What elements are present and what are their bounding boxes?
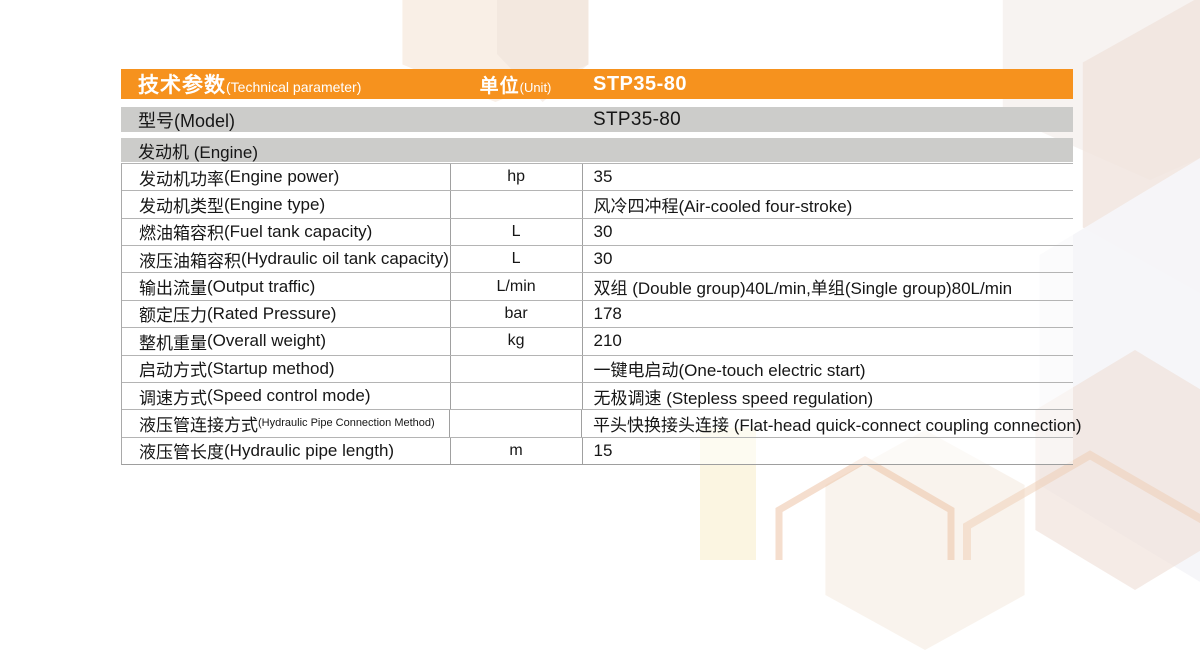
spec-row-value: 平头快换接头连接 (Flat-head quick-connect coupli… — [593, 415, 1082, 435]
spec-row-label: 调速方式 (Speed control mode) — [122, 383, 450, 409]
spec-row-label-en: (Output traffic) — [207, 276, 316, 296]
spec-row-value: 178 — [593, 303, 622, 323]
spec-row-label-en: (Speed control mode) — [207, 386, 371, 406]
page: { "colors": { "accent_orange": "#f6921e"… — [121, 0, 1200, 650]
spec-row-unit: hp — [449, 164, 583, 191]
spec-row-label: 燃油箱容积 (Fuel tank capacity) — [122, 219, 450, 245]
model-row: 型号(Model) STP35-80 — [121, 107, 1073, 132]
spec-row-label-zh: 启动方式 — [139, 361, 207, 381]
spec-row-label: 液压管连接方式 (Hydraulic Pipe Connection Metho… — [122, 410, 449, 436]
spec-row-label: 发动机功率 (Engine power) — [122, 164, 450, 190]
header-title-zh: 技术参数 — [138, 74, 226, 97]
spec-row: 整机重量 (Overall weight) kg 210 — [122, 328, 1073, 356]
spec-row-unit: L — [449, 218, 583, 246]
spec-row: 液压油箱容积 (Hydraulic oil tank capacity) L 30 — [122, 246, 1073, 274]
spec-row-label-en: (Startup method) — [207, 358, 335, 378]
spec-row-label-en: (Hydraulic pipe length) — [224, 440, 395, 460]
spec-row-unit — [449, 382, 583, 410]
header-unit: 单位 (Unit) — [449, 71, 582, 98]
spec-row-label: 整机重量 (Overall weight) — [122, 328, 450, 354]
header-unit-zh: 单位 — [479, 75, 520, 97]
spec-row-value: 一键电启动(One-touch electric start) — [593, 361, 866, 381]
spec-row-label-zh: 发动机类型 — [139, 197, 224, 217]
spec-row: 输出流量 (Output traffic) L/min 双组 (Double gro… — [122, 273, 1073, 301]
spec-row: 发动机类型 (Engine type) 风冷四冲程(Air-cooled four-… — [122, 191, 1073, 219]
spec-row-label-en: (Overall weight) — [207, 331, 327, 351]
spec-row-value: 15 — [593, 440, 613, 460]
spec-row-label-zh: 液压油箱容积 — [139, 251, 241, 271]
spec-row: 液压管连接方式 (Hydraulic Pipe Connection Metho… — [122, 410, 1082, 438]
spec-row-value: 30 — [593, 221, 613, 241]
spec-row-label-zh: 输出流量 — [139, 279, 207, 299]
engine-section-row: 发动机 (Engine) — [121, 138, 1073, 162]
spec-row-unit: kg — [449, 328, 583, 355]
spec-row-label: 启动方式 (Startup method) — [122, 356, 450, 382]
spec-row-label-zh: 整机重量 — [139, 333, 207, 353]
spec-row-label-en: (Engine type) — [224, 194, 326, 214]
spec-row-label-en: (Rated Pressure) — [207, 303, 337, 323]
header-title: 技术参数 (Technical parameter) — [121, 69, 449, 99]
engine-section-label: 发动机 (Engine) — [138, 142, 258, 162]
spec-row: 启动方式 (Startup method) 一键电启动(One-touch ele… — [122, 355, 1073, 383]
spec-row-unit — [449, 191, 583, 218]
spec-row-label: 输出流量 (Output traffic) — [122, 273, 450, 299]
spec-row-value: 风冷四冲程(Air-cooled four-stroke) — [593, 197, 853, 217]
spec-row: 液压管长度 (Hydraulic pipe length) m 15 — [122, 437, 1073, 464]
spec-row-label-zh: 额定压力 — [139, 306, 207, 326]
spec-row-label-en: (Hydraulic Pipe Connection Method) — [258, 417, 435, 430]
spec-row-label-en: (Engine power) — [224, 167, 340, 187]
spec-row-unit — [449, 355, 583, 382]
spec-row-label-zh: 液压管连接方式 — [139, 415, 258, 435]
header-unit-en: (Unit) — [519, 79, 552, 95]
spec-row-label-zh: 发动机功率 — [139, 169, 224, 189]
header-title-en: (Technical parameter) — [226, 79, 362, 95]
table-header-row: 技术参数 (Technical parameter) 单位 (Unit) STP35… — [121, 69, 1073, 99]
header-model-value: STP35-80 — [593, 72, 688, 95]
spec-row-unit: L — [449, 246, 583, 273]
spec-row-label-zh: 燃油箱容积 — [139, 224, 224, 244]
hexagon-decoration — [1082, 0, 1200, 310]
spec-row: 燃油箱容积 (Fuel tank capacity) L 30 — [122, 218, 1073, 247]
spec-row-unit: L/min — [449, 273, 583, 300]
spec-row: 发动机功率 (Engine power) hp 35 — [122, 164, 1073, 192]
spec-row-label-en: (Hydraulic oil tank capacity) — [241, 249, 449, 269]
spec-row-unit: bar — [449, 300, 583, 328]
spec-table: 技术参数 (Technical parameter) 单位 (Unit) STP35… — [121, 69, 1082, 465]
spec-table-body: 发动机功率 (Engine power) hp 35 发动机类型 (Engine type… — [121, 163, 1082, 465]
spec-row-label: 额定压力 (Rated Pressure) — [122, 301, 450, 327]
spec-row-label: 液压管长度 (Hydraulic pipe length) — [122, 438, 450, 464]
model-row-label: 型号(Model) — [138, 110, 236, 131]
model-row-value: STP35-80 — [593, 108, 681, 130]
spec-row-value: 30 — [593, 249, 613, 269]
spec-row-unit — [449, 410, 582, 437]
spec-row-unit: m — [449, 437, 583, 464]
spec-row-value: 双组 (Double group)40L/min,单组(Single group… — [593, 279, 1013, 299]
spec-row-value: 无极调速 (Stepless speed regulation) — [593, 388, 874, 408]
spec-row-value: 35 — [593, 167, 613, 187]
spec-row-label-zh: 调速方式 — [139, 388, 207, 408]
spec-row-label: 发动机类型 (Engine type) — [122, 191, 450, 217]
spec-row-label-zh: 液压管长度 — [139, 443, 224, 463]
spec-row-label-en: (Fuel tank capacity) — [224, 221, 373, 241]
spec-row: 调速方式 (Speed control mode) 无极调速 (Stepless … — [122, 382, 1073, 411]
spec-row: 额定压力 (Rated Pressure) bar 178 — [122, 300, 1073, 329]
spec-row-label: 液压油箱容积 (Hydraulic oil tank capacity) — [122, 246, 450, 272]
spec-row-value: 210 — [593, 331, 622, 351]
